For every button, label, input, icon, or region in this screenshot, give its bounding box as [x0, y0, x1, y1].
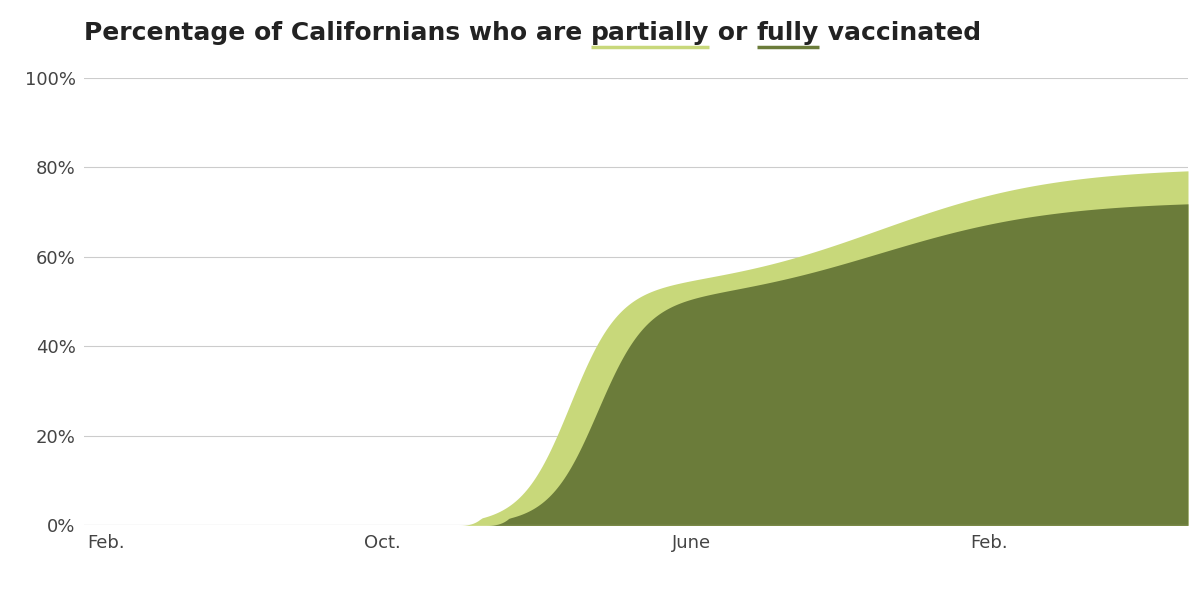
Text: or: or: [709, 21, 756, 45]
Text: Percentage of Californians who are: Percentage of Californians who are: [84, 21, 592, 45]
Text: vaccinated: vaccinated: [818, 21, 980, 45]
Text: fully: fully: [756, 21, 818, 45]
Text: partially: partially: [592, 21, 709, 45]
